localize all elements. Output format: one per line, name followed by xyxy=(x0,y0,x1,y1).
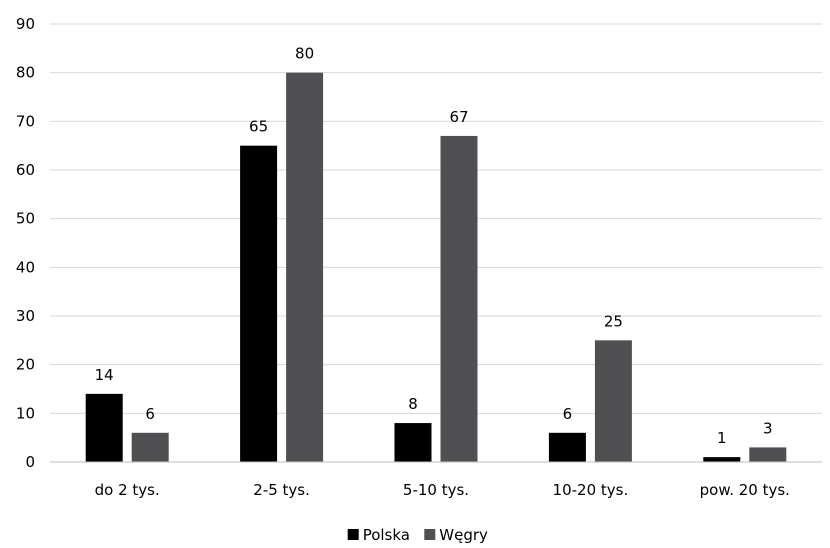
bar-polska xyxy=(703,457,741,462)
y-tick-label: 30 xyxy=(16,307,35,325)
bar-polska xyxy=(548,432,586,462)
data-label: 6 xyxy=(145,405,155,423)
y-tick-label: 0 xyxy=(25,453,35,471)
bars xyxy=(85,72,787,463)
legend-swatch-polska xyxy=(347,529,359,540)
x-tick-label: 2-5 tys. xyxy=(253,481,310,499)
data-label: 67 xyxy=(449,108,468,126)
legend-label: Węgry xyxy=(439,526,488,544)
y-tick-label: 70 xyxy=(16,112,35,130)
data-label: 3 xyxy=(763,419,773,437)
y-tick-label: 60 xyxy=(16,161,35,179)
bar-wegry xyxy=(749,447,787,462)
x-tick-label: 10-20 tys. xyxy=(553,481,629,499)
data-labels: 14 6 65 80 8 67 6 25 1 3 xyxy=(95,45,773,447)
y-tick-label: 40 xyxy=(16,258,35,276)
data-label: 1 xyxy=(717,429,727,447)
bar-polska xyxy=(394,423,432,462)
bar-polska xyxy=(85,393,123,462)
legend: Polska Węgry xyxy=(347,526,488,544)
bar-wegry xyxy=(594,340,632,462)
data-label: 25 xyxy=(604,312,623,330)
data-label: 65 xyxy=(249,118,268,136)
x-tick-label: pow. 20 tys. xyxy=(700,481,790,499)
x-tick-label: do 2 tys. xyxy=(95,481,160,499)
legend-label: Polska xyxy=(363,526,410,544)
data-label: 6 xyxy=(563,405,573,423)
bar-wegry xyxy=(286,72,324,463)
y-tick-label: 20 xyxy=(16,356,35,374)
data-label: 8 xyxy=(408,395,418,413)
x-tick-label: 5-10 tys. xyxy=(403,481,469,499)
y-tick-label: 80 xyxy=(16,64,35,82)
y-tick-label: 10 xyxy=(16,404,35,422)
gridlines xyxy=(50,23,822,414)
data-label: 14 xyxy=(95,366,114,384)
legend-swatch-wegry xyxy=(424,529,436,540)
y-tick-label: 90 xyxy=(16,15,35,33)
data-label: 80 xyxy=(295,45,314,63)
bar-wegry xyxy=(440,135,478,462)
bar-polska xyxy=(240,145,278,462)
bar-wegry xyxy=(131,432,169,462)
y-axis: 0 10 20 30 40 50 60 70 80 90 xyxy=(16,15,35,471)
x-axis: do 2 tys. 2-5 tys. 5-10 tys. 10-20 tys. pow.… xyxy=(50,461,822,499)
y-tick-label: 50 xyxy=(16,210,35,228)
